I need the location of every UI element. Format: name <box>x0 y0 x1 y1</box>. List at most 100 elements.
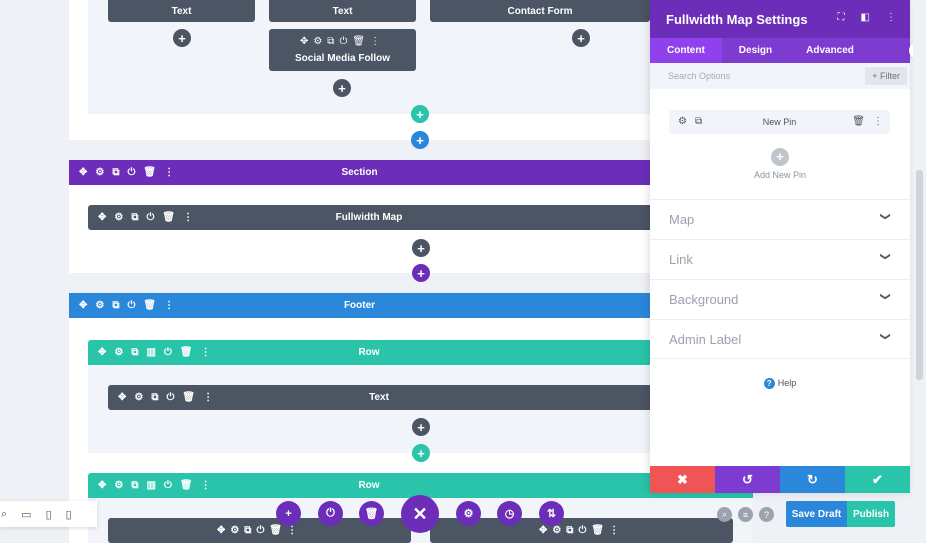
gear-icon[interactable]: ⚙ <box>552 525 567 536</box>
trash-icon[interactable]: 🗑 <box>352 36 371 47</box>
power-icon[interactable]: ⏻ <box>127 299 136 311</box>
tab-design[interactable]: Design <box>738 45 773 56</box>
gear-icon[interactable]: ⚙ <box>95 299 105 311</box>
pin-item[interactable]: ⚙ ⧉ New Pin 🗑 ⋮ <box>669 110 890 134</box>
power-icon[interactable]: ⏻ <box>339 36 353 47</box>
social-media-follow-module[interactable]: ✥⚙⧉⏻🗑⋮ Social Media Follow <box>269 29 416 71</box>
discard-button[interactable]: ✖ <box>650 466 715 493</box>
duplicate-icon[interactable]: ⧉ <box>151 391 159 403</box>
power-button[interactable]: ⏻ <box>318 501 343 526</box>
add-row-button[interactable]: + <box>412 444 430 462</box>
move-icon[interactable]: ✥ <box>118 391 127 403</box>
columns-icon[interactable]: ▥ <box>146 346 156 358</box>
text-module-footer[interactable]: ✥ ⚙ ⧉ ⏻ 🗑 ⋮ Text <box>108 385 650 410</box>
sidebar-icon[interactable]: ◧ <box>860 12 870 23</box>
more-icon[interactable]: ⋮ <box>164 299 175 311</box>
duplicate-icon[interactable]: ⧉ <box>327 36 340 47</box>
duplicate-icon[interactable]: ⧉ <box>131 211 139 223</box>
redo-button[interactable]: ↻ <box>780 466 845 493</box>
tab-advanced[interactable]: Advanced <box>806 45 854 56</box>
settings-button[interactable]: ⚙ <box>456 501 481 526</box>
duplicate-icon[interactable]: ⧉ <box>244 525 257 536</box>
gear-icon[interactable]: ⚙ <box>95 166 105 178</box>
add-module-button[interactable]: + <box>333 79 351 97</box>
text-module-1[interactable]: Text <box>108 0 255 22</box>
duplicate-icon[interactable]: ⧉ <box>694 116 703 127</box>
trash-icon[interactable]: 🗑 <box>162 211 176 223</box>
move-icon[interactable]: ✥ <box>538 525 553 536</box>
search-options[interactable]: Search Options + Filter <box>650 63 910 89</box>
trash-icon[interactable]: 🗑 <box>591 525 610 536</box>
search-options-input[interactable]: Search Options <box>668 71 731 81</box>
publish-button[interactable]: Publish <box>847 501 895 527</box>
gear-icon[interactable]: ⚙ <box>114 346 124 358</box>
add-row-button[interactable]: + <box>411 105 429 123</box>
power-icon[interactable]: ⏻ <box>146 211 155 223</box>
columns-icon[interactable]: ▥ <box>146 479 156 491</box>
layers-icon[interactable]: ≡ <box>738 507 753 522</box>
section-bar[interactable]: ✥ ⚙ ⧉ ⏻ 🗑 ⋮ Section <box>69 160 650 185</box>
add-section-button[interactable]: + <box>411 131 429 149</box>
move-icon[interactable]: ✥ <box>98 346 107 358</box>
add-module-button[interactable]: + <box>173 29 191 47</box>
move-icon[interactable]: ✥ <box>79 166 88 178</box>
gear-icon[interactable]: ⚙ <box>678 116 687 127</box>
move-icon[interactable]: ✥ <box>216 525 231 536</box>
gear-icon[interactable]: ⚙ <box>230 525 245 536</box>
more-icon[interactable]: ⋮ <box>886 12 896 23</box>
fullwidth-map-module[interactable]: ✥ ⚙ ⧉ ⏻ 🗑 ⋮ Fullwidth Map <box>88 205 650 230</box>
save-draft-button[interactable]: Save Draft <box>786 501 847 527</box>
add-module-button[interactable]: + <box>412 418 430 436</box>
trash-icon[interactable]: 🗑 <box>269 525 288 536</box>
move-icon[interactable]: ✥ <box>79 299 88 311</box>
duplicate-icon[interactable]: ⧉ <box>112 166 120 178</box>
accordion-admin-label[interactable]: Admin Label ❯ <box>650 319 910 359</box>
scrollbar-thumb[interactable] <box>916 170 923 380</box>
more-icon[interactable]: ⋮ <box>200 346 211 358</box>
duplicate-icon[interactable]: ⧉ <box>131 346 139 358</box>
move-icon[interactable]: ✥ <box>299 36 314 47</box>
add-button[interactable]: + <box>276 501 301 526</box>
add-module-button[interactable]: + <box>412 239 430 257</box>
trash-icon[interactable]: 🗑 <box>852 116 865 127</box>
add-section-button[interactable]: + <box>412 264 430 282</box>
trash-icon[interactable]: 🗑 <box>143 166 157 178</box>
more-icon[interactable]: ⋮ <box>203 391 214 403</box>
gear-icon[interactable]: ⚙ <box>114 211 124 223</box>
more-icon[interactable]: ⋮ <box>287 525 303 536</box>
add-module-button[interactable]: + <box>572 29 590 47</box>
save-button[interactable]: ✔ <box>845 466 910 493</box>
duplicate-icon[interactable]: ⧉ <box>112 299 120 311</box>
row-bar-2[interactable]: ✥ ⚙ ⧉ ▥ ⏻ 🗑 ⋮ Row <box>88 473 753 498</box>
portability-button[interactable]: ⇅ <box>539 501 564 526</box>
power-icon[interactable]: ⏻ <box>127 166 136 178</box>
module-bar[interactable]: ✥⚙⧉⏻🗑⋮ <box>108 518 411 543</box>
trash-icon[interactable]: 🗑 <box>179 479 193 491</box>
trash-icon[interactable]: 🗑 <box>182 391 196 403</box>
scrollbar[interactable] <box>913 0 926 543</box>
module-bar[interactable]: ✥⚙⧉⏻🗑⋮ <box>430 518 733 543</box>
more-icon[interactable]: ⋮ <box>164 166 175 178</box>
help-icon[interactable]: ? <box>759 507 774 522</box>
power-icon[interactable]: ⏻ <box>166 391 175 403</box>
more-icon[interactable]: ⋮ <box>370 36 386 47</box>
footer-bar[interactable]: ✥ ⚙ ⧉ ⏻ 🗑 ⋮ Footer <box>69 293 650 318</box>
move-icon[interactable]: ✥ <box>98 479 107 491</box>
duplicate-icon[interactable]: ⧉ <box>131 479 139 491</box>
add-new-pin[interactable]: + Add New Pin <box>650 148 910 180</box>
row-bar-1[interactable]: ✥ ⚙ ⧉ ▥ ⏻ 🗑 ⋮ Row <box>88 340 650 365</box>
accordion-background[interactable]: Background ❯ <box>650 279 910 319</box>
more-icon[interactable]: ⋮ <box>609 525 625 536</box>
more-icon[interactable]: ⋮ <box>873 116 883 127</box>
gear-icon[interactable]: ⚙ <box>313 36 328 47</box>
power-icon[interactable]: ⏻ <box>163 346 172 358</box>
history-button[interactable]: ◷ <box>497 501 522 526</box>
power-icon[interactable]: ⏻ <box>163 479 172 491</box>
more-icon[interactable]: ⋮ <box>183 211 194 223</box>
expand-icon[interactable]: ⛶ <box>837 12 845 23</box>
zoom-icon[interactable]: ⌕ <box>1 507 8 520</box>
contact-form-module[interactable]: Contact Form <box>430 0 650 22</box>
tablet-view-icon[interactable]: ▯ <box>45 508 52 521</box>
trash-button[interactable]: 🗑 <box>359 501 384 526</box>
accordion-map[interactable]: Map ❯ <box>650 199 910 239</box>
